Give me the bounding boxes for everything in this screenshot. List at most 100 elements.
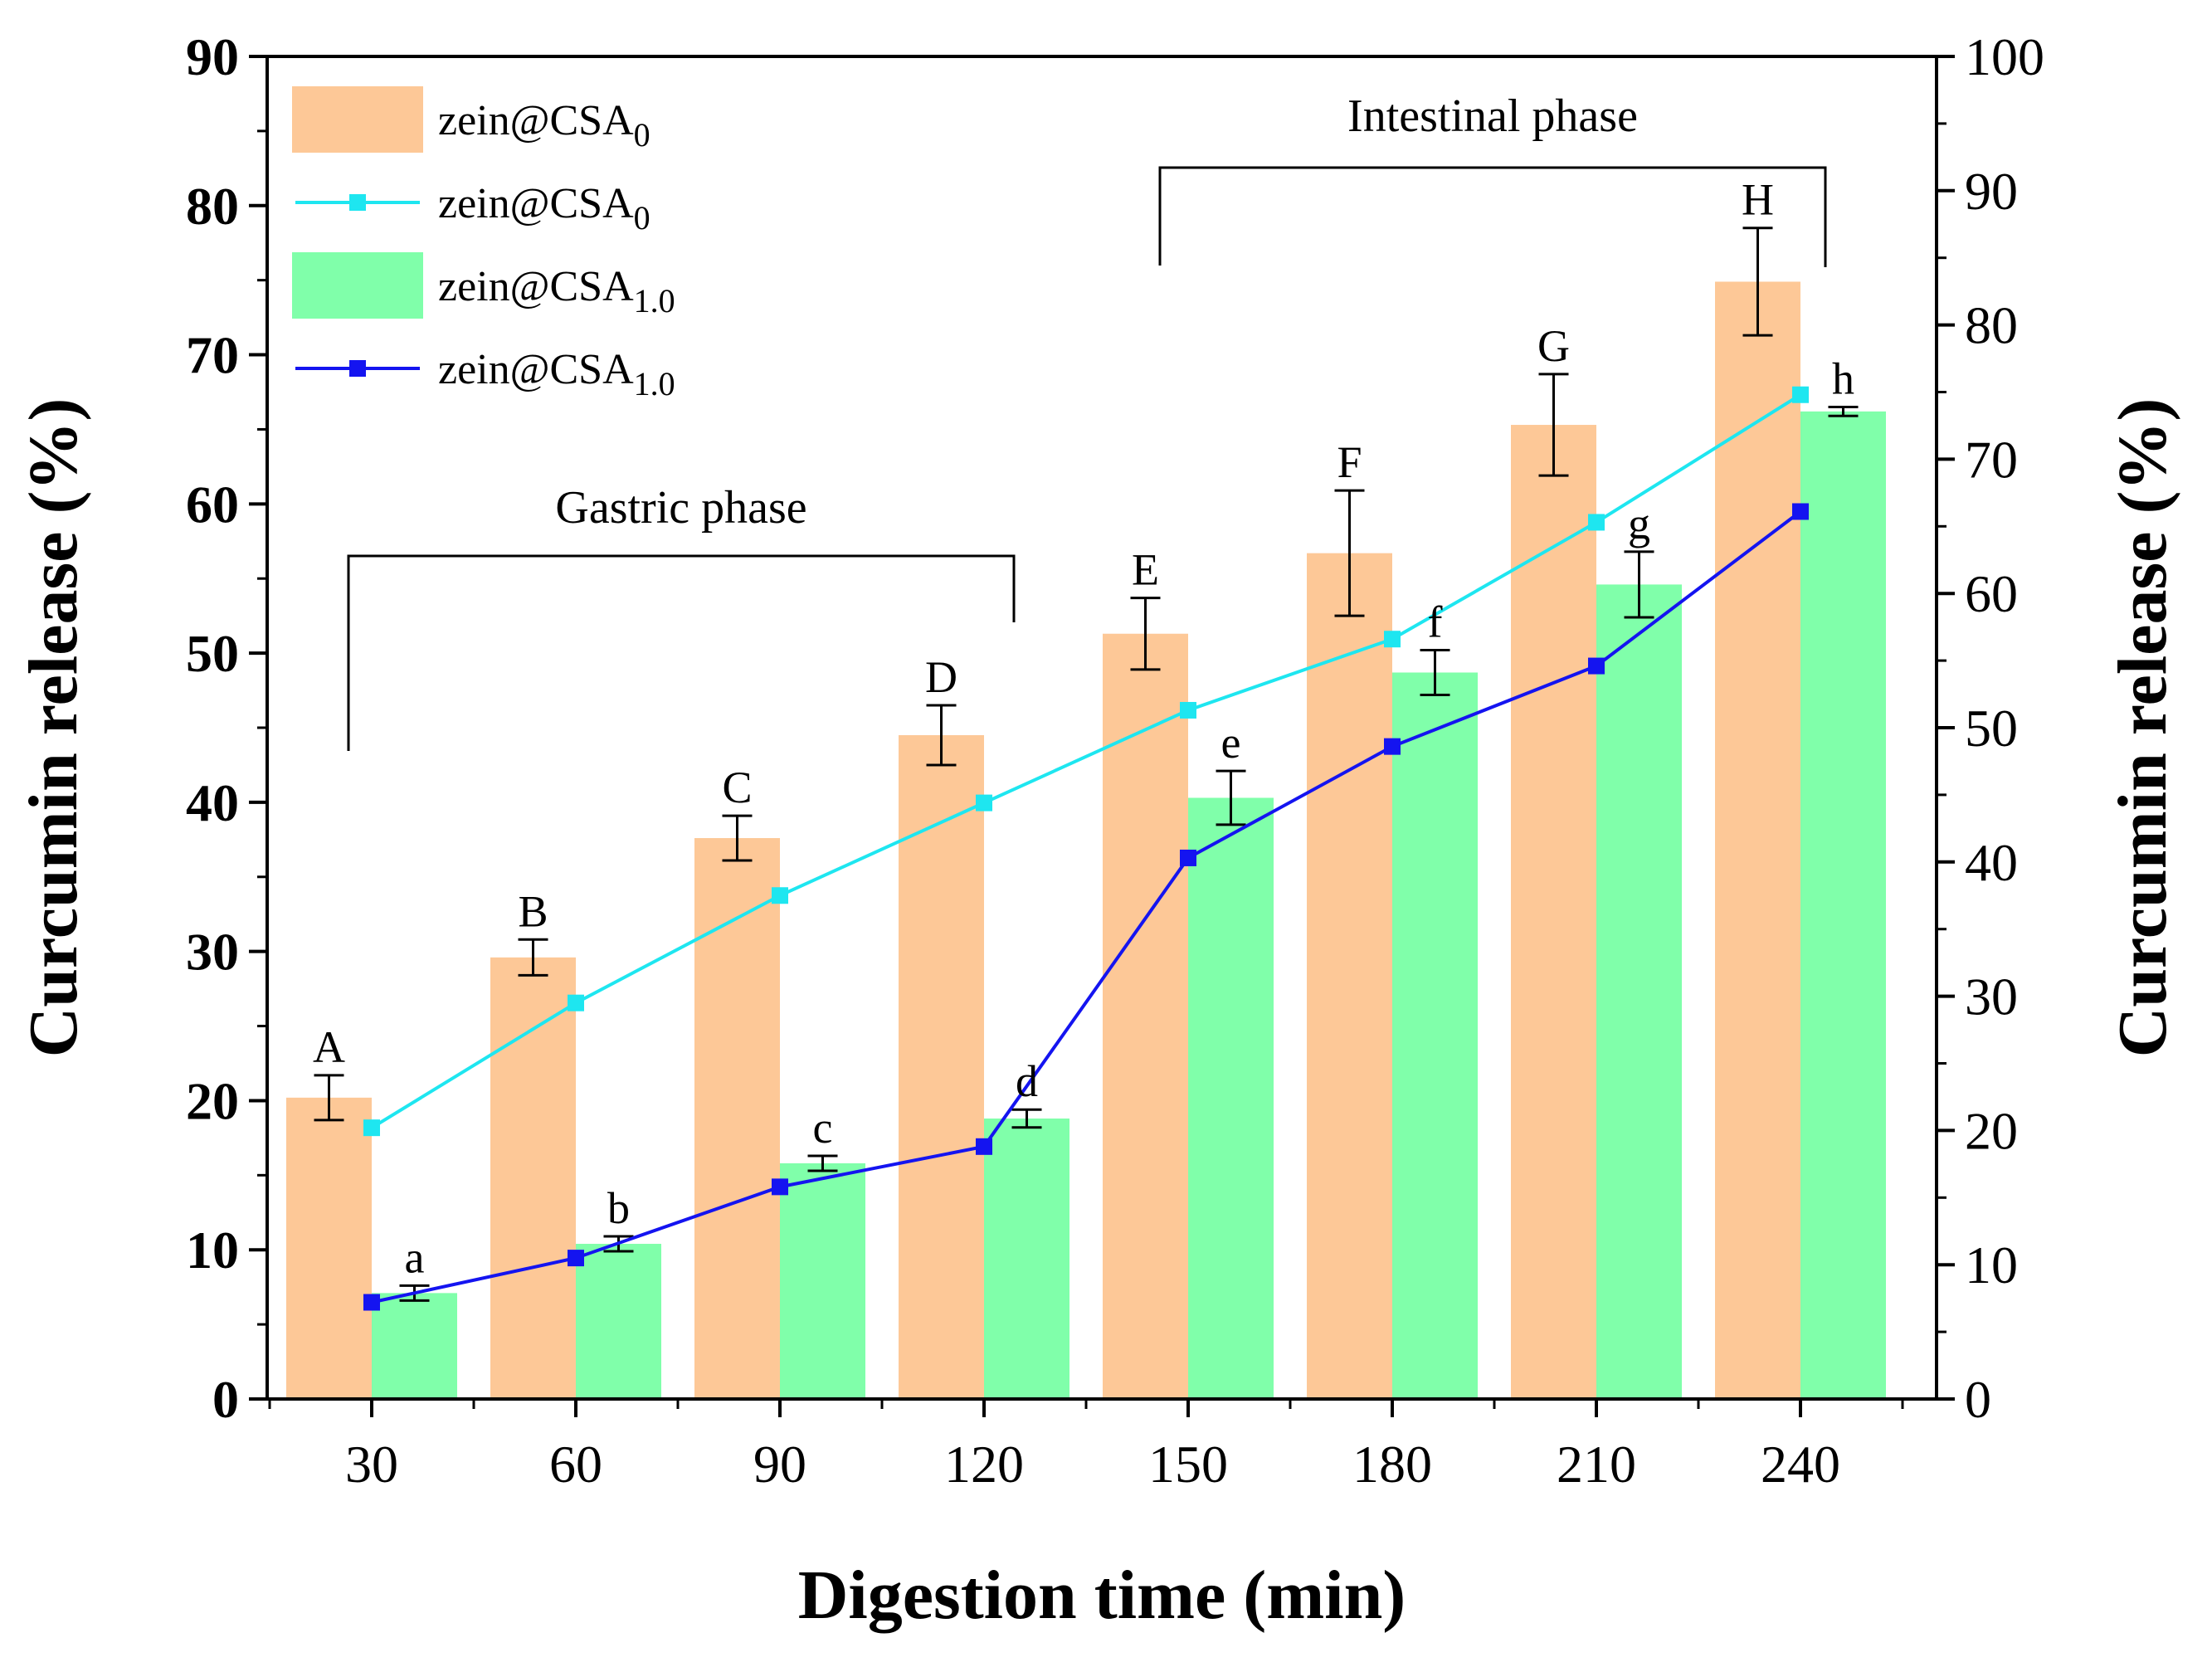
y2-tick-label: 100	[1965, 27, 2044, 86]
bar-csa0	[286, 1097, 372, 1399]
series-line-csa0	[370, 393, 1802, 1129]
data-point	[1792, 386, 1809, 403]
significance-letter: E	[1132, 545, 1159, 595]
legend-label: zein@CSA1.0	[438, 263, 675, 319]
phase-bracket	[1158, 166, 1827, 267]
data-point	[1588, 514, 1605, 531]
data-point	[568, 994, 584, 1011]
y-tick-label: 70	[186, 326, 239, 385]
legend-label-sub: 1.0	[634, 365, 675, 402]
significance-letter: A	[313, 1022, 345, 1072]
bar-csa0	[1307, 553, 1392, 1399]
x-tick-label: 180	[1352, 1435, 1432, 1494]
phase-annotations-group: Gastric phase Intestinal phase	[347, 90, 1827, 751]
error-bars-group	[314, 227, 1859, 1302]
significance-letter: F	[1337, 437, 1362, 487]
bar-csa0	[899, 734, 984, 1399]
y2-tick-label: 80	[1965, 296, 2018, 355]
lines-group	[363, 386, 1809, 1311]
data-point	[1792, 503, 1809, 520]
y-axis-title: Curcumin release (%)	[15, 398, 92, 1058]
y2-axis-title: Curcumin release (%)	[2104, 398, 2181, 1058]
x-tick-label: 120	[944, 1435, 1024, 1494]
y-tick-label: 10	[186, 1221, 239, 1279]
legend-label-main: zein@CSA	[438, 97, 634, 144]
phase-bracket	[347, 554, 1016, 751]
y-tick-label: 50	[186, 624, 239, 683]
y2-tick-label: 20	[1965, 1101, 2018, 1160]
y2-tick-label: 30	[1965, 968, 2018, 1026]
bar-csa0	[694, 838, 780, 1399]
y-tick-label: 20	[186, 1071, 239, 1130]
data-point	[1384, 631, 1401, 648]
y2-tick-label: 90	[1965, 162, 2018, 221]
bar-csa1	[1800, 411, 1886, 1400]
legend-swatch-bar	[292, 86, 423, 153]
significance-letter: B	[518, 886, 548, 936]
y-tick-label: 80	[186, 177, 239, 236]
x-tick-label: 240	[1761, 1435, 1840, 1494]
data-point	[1180, 701, 1196, 719]
legend-label: zein@CSA1.0	[438, 346, 675, 402]
bar-csa1	[372, 1293, 457, 1399]
axes-group: 0 10 20 30 40 50 60 70 80 90 0 10 20 30 40 50 60 70 80 90 10…	[15, 27, 2181, 1634]
data-point	[1588, 657, 1605, 675]
significance-letter: C	[722, 763, 752, 812]
data-point	[363, 1294, 380, 1311]
y2-tick-label: 0	[1965, 1370, 1991, 1429]
x-axis-title: Digestion time (min)	[798, 1557, 1406, 1634]
data-point	[568, 1250, 584, 1267]
legend-label-sub: 1.0	[634, 282, 675, 319]
bar-csa0	[1715, 281, 1800, 1399]
series-line-csa1	[371, 509, 1802, 1304]
legend-label-main: zein@CSA	[438, 180, 634, 227]
y-tick-label: 90	[186, 27, 239, 86]
y-tick-label: 0	[212, 1370, 239, 1429]
bar-csa1	[984, 1119, 1069, 1399]
significance-letter: D	[925, 652, 957, 702]
significance-letter: e	[1221, 718, 1241, 768]
legend-label: zein@CSA0	[438, 180, 650, 236]
bar-csa1	[576, 1244, 661, 1399]
significance-letter: a	[405, 1232, 425, 1282]
y2-tick-label: 60	[1965, 564, 2018, 623]
x-tick-label: 150	[1148, 1435, 1228, 1494]
y-tick-label: 40	[186, 773, 239, 832]
bar-csa1	[1392, 672, 1478, 1399]
bar-csa1	[780, 1163, 865, 1399]
data-point	[976, 794, 992, 812]
y2-tick-label: 50	[1965, 699, 2018, 758]
significance-letter: h	[1832, 353, 1854, 403]
bar-csa0	[1511, 425, 1596, 1400]
significance-letter: f	[1428, 597, 1443, 647]
significance-letter: b	[607, 1183, 630, 1233]
y-tick-label: 30	[186, 923, 239, 982]
bar-csa0	[490, 957, 576, 1399]
bar-csa0	[1103, 633, 1188, 1399]
significance-letter: H	[1742, 175, 1774, 225]
y2-tick-label: 70	[1965, 430, 2018, 489]
gastric-phase-label: Gastric phase	[555, 482, 806, 534]
significance-letter: G	[1537, 321, 1570, 371]
x-tick-label: 60	[549, 1435, 602, 1494]
data-point	[1384, 738, 1401, 755]
legend-label-sub: 0	[634, 199, 650, 236]
significance-letters-group: A B C D E F G Ha b c d e f g h	[313, 175, 1854, 1283]
x-tick-label: 210	[1557, 1435, 1636, 1494]
legend-label-main: zein@CSA	[438, 346, 634, 393]
data-point	[772, 1178, 788, 1196]
intestinal-phase-label: Intestinal phase	[1347, 90, 1638, 142]
data-point	[772, 887, 788, 904]
y-tick-label: 60	[186, 475, 239, 534]
legend-label-main: zein@CSA	[438, 263, 634, 310]
legend-label: zein@CSA0	[438, 97, 650, 154]
legend-label-sub: 0	[634, 116, 650, 154]
bar-csa1	[1188, 797, 1274, 1399]
x-tick-label: 30	[345, 1435, 398, 1494]
legend-swatch-marker	[349, 194, 366, 211]
y2-tick-label: 10	[1965, 1236, 2018, 1294]
data-point	[1180, 849, 1196, 866]
